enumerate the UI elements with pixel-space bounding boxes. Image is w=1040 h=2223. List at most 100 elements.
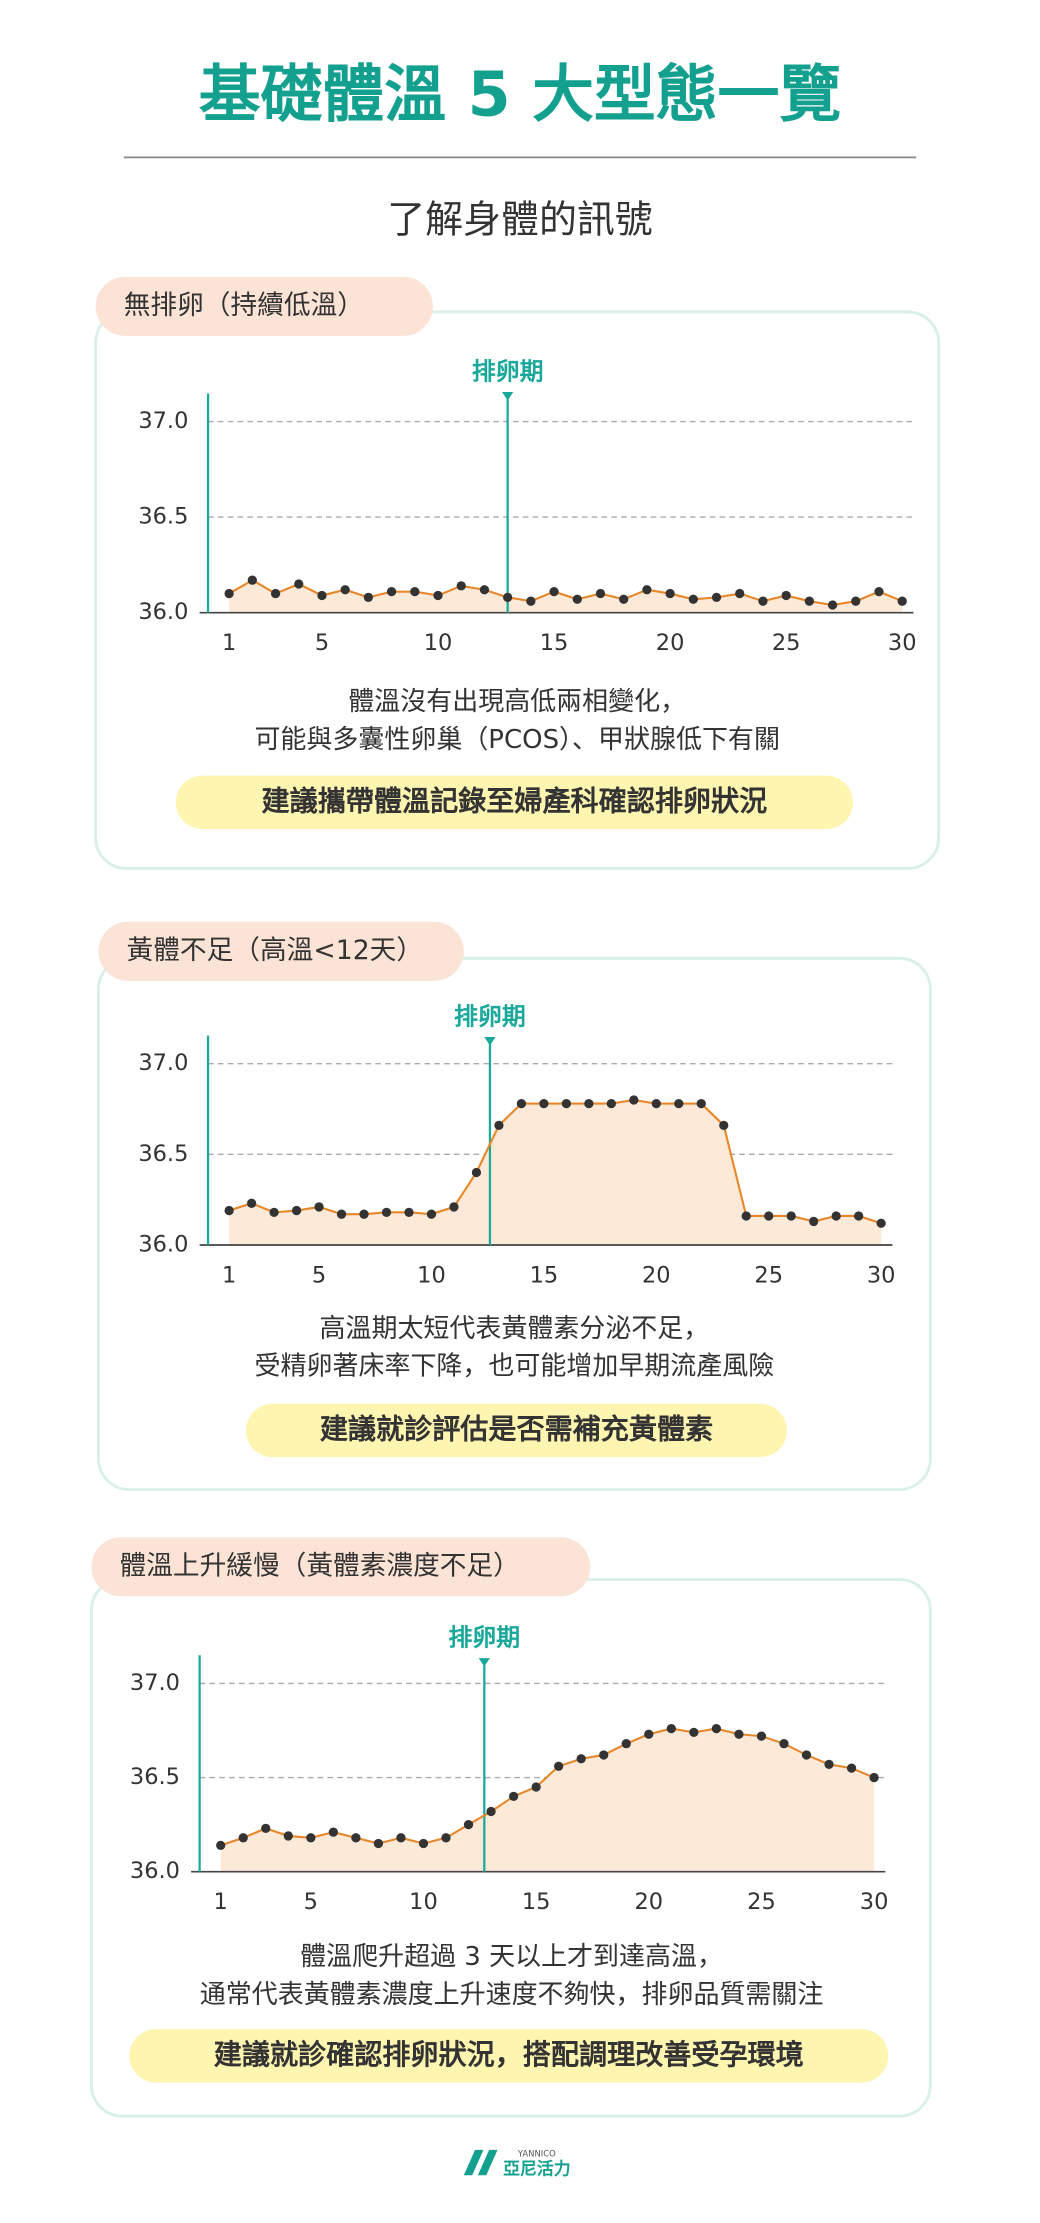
point <box>874 587 884 597</box>
point <box>549 587 559 597</box>
x-tick-label: 10 <box>417 1262 446 1288</box>
tag-label: 無排卵（持續低溫） <box>124 290 364 321</box>
brand-en: YANNICO <box>517 2149 556 2159</box>
point <box>831 1211 841 1221</box>
point <box>526 596 536 606</box>
point <box>804 596 815 606</box>
logo: YANNICO 亞尼活力 <box>463 2149 571 2179</box>
point <box>238 1833 248 1843</box>
x-tick-label: 1 <box>222 630 236 656</box>
point <box>224 588 234 599</box>
x-tick-label: 15 <box>530 1262 559 1288</box>
point <box>801 1750 812 1760</box>
x-tick-label: 1 <box>214 1889 228 1915</box>
subtitle: 了解身體的訊號 <box>387 198 652 242</box>
card <box>94 310 941 870</box>
x-tick-label: 5 <box>312 1262 326 1288</box>
point <box>764 1211 774 1221</box>
point <box>216 1840 226 1850</box>
point <box>854 1211 864 1221</box>
point <box>644 1729 654 1739</box>
ovulation-arrow <box>502 392 514 401</box>
y-tick-label: 36.5 <box>138 1141 188 1167</box>
y-tick-label: 36.0 <box>138 599 188 625</box>
point <box>876 1218 886 1228</box>
point <box>734 1729 744 1739</box>
description: 可能與多囊性卵巢（PCOS）、甲狀腺低下有關 <box>254 725 779 755</box>
point <box>758 596 768 606</box>
tag-bg <box>98 921 464 981</box>
point <box>246 1198 257 1208</box>
description: 高溫期太短代表黃體素分泌不足， <box>319 1314 709 1344</box>
point <box>689 1727 699 1738</box>
point <box>261 1823 271 1834</box>
point <box>741 1211 751 1221</box>
title: 基礎體溫 5 大型態一覽 <box>199 58 841 130</box>
point <box>621 1739 631 1749</box>
tag-bg <box>91 1537 591 1597</box>
point <box>824 1759 834 1770</box>
x-tick-label: 20 <box>642 1262 671 1288</box>
y-tick-label: 36.0 <box>130 1858 180 1884</box>
point <box>363 592 374 603</box>
point <box>433 590 443 601</box>
point <box>606 1098 616 1109</box>
x-tick-label: 15 <box>522 1889 551 1915</box>
point <box>897 596 907 606</box>
description: 體溫沒有出現高低兩相變化， <box>348 687 686 717</box>
point <box>576 1754 586 1764</box>
y-tick-label: 36.5 <box>138 504 188 530</box>
point <box>629 1095 639 1105</box>
x-tick-label: 30 <box>888 630 917 656</box>
point <box>486 1806 496 1817</box>
x-tick-label: 30 <box>860 1889 889 1915</box>
point <box>426 1209 437 1219</box>
point <box>584 1098 594 1109</box>
point <box>336 1209 347 1219</box>
x-tick-label: 20 <box>634 1889 663 1915</box>
point <box>756 1731 767 1741</box>
point <box>283 1831 293 1841</box>
tag-label: 體溫上升緩慢（黃體素濃度不足） <box>120 1550 520 1581</box>
point <box>779 1739 789 1749</box>
point <box>711 592 722 603</box>
x-tick-label: 10 <box>424 630 453 656</box>
point <box>410 587 420 597</box>
x-tick-label: 20 <box>656 630 685 656</box>
point <box>381 1207 392 1218</box>
advice-bg <box>129 2029 889 2083</box>
point <box>291 1205 302 1216</box>
point <box>359 1209 369 1219</box>
point <box>471 1167 482 1178</box>
point <box>441 1833 451 1843</box>
point <box>479 585 490 595</box>
y-tick-label: 37.0 <box>130 1670 180 1696</box>
description: 受精卵著床率下降，也可能增加早期流產風險 <box>255 1352 775 1382</box>
point <box>786 1211 796 1221</box>
point <box>418 1838 429 1849</box>
description: 通常代表黃體素濃度上升速度不夠快，排卵品質需關注 <box>200 1980 824 2010</box>
advice: 建議攜帶體溫記錄至婦產科確認排卵狀況 <box>262 784 768 817</box>
point <box>463 1819 474 1830</box>
point <box>719 1120 729 1130</box>
point <box>539 1098 549 1109</box>
point <box>827 600 838 610</box>
ovulation-arrow <box>484 1037 496 1046</box>
brand: 亞尼活力 <box>503 2159 570 2179</box>
area <box>229 1099 882 1245</box>
y-tick-label: 36.5 <box>130 1764 180 1790</box>
x-tick-label: 5 <box>315 630 329 656</box>
point <box>317 590 327 601</box>
point <box>696 1098 706 1109</box>
point <box>247 575 257 585</box>
point <box>665 588 675 599</box>
x-tick-label: 25 <box>772 630 801 656</box>
point <box>651 1098 661 1109</box>
tag-label: 黃體不足（高溫<12天） <box>127 935 424 966</box>
y-tick-label: 37.0 <box>138 408 188 434</box>
point <box>851 596 861 606</box>
point <box>449 1202 459 1212</box>
point <box>340 585 350 595</box>
point <box>224 1205 234 1216</box>
